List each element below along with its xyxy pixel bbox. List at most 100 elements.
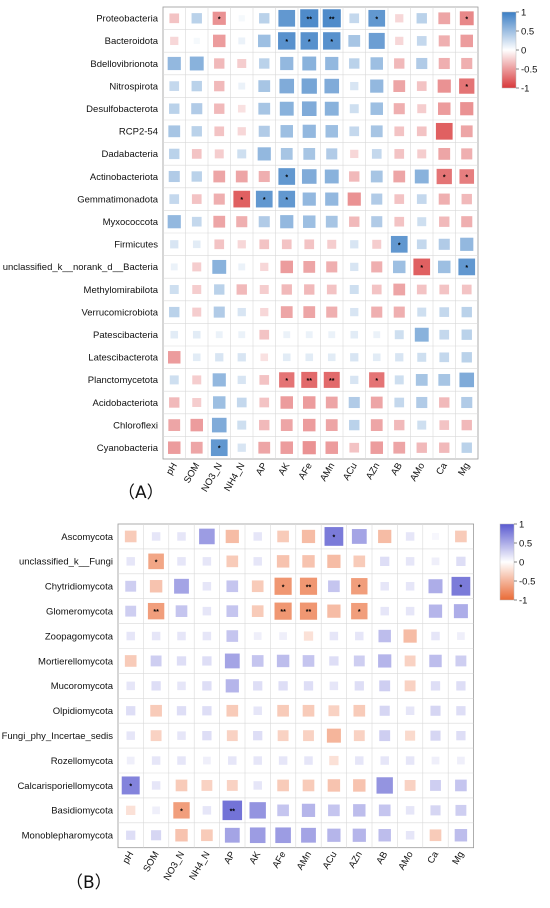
heatmap-cell <box>461 329 472 340</box>
heatmap-cell <box>177 557 186 566</box>
heatmap-cell <box>259 419 270 431</box>
heatmap-cell <box>417 217 427 227</box>
heatmap-cell <box>416 194 427 204</box>
heatmap-cell <box>325 192 339 206</box>
heatmap-cell <box>169 306 180 318</box>
significance-mark: * <box>129 783 132 790</box>
heatmap-cell <box>202 606 212 616</box>
heatmap-cell <box>259 285 269 294</box>
heatmap-cell <box>370 102 383 115</box>
heatmap-cell <box>203 756 211 765</box>
heatmap-cell <box>432 532 439 540</box>
heatmap-cell <box>169 285 179 294</box>
heatmap-cell <box>301 169 317 184</box>
heatmap-cell <box>455 655 467 667</box>
heatmap-cell <box>378 654 392 668</box>
heatmap-cell <box>304 284 315 295</box>
heatmap-cell <box>380 556 390 566</box>
heatmap-cell <box>371 306 383 318</box>
heatmap-cell <box>353 704 366 717</box>
heatmap-cell <box>215 331 223 339</box>
heatmap-cell <box>372 239 382 249</box>
heatmap-cell <box>349 419 360 431</box>
colorbar-tick-label: 1 <box>519 519 524 530</box>
heatmap-cell <box>378 529 392 544</box>
heatmap-cell <box>393 283 406 296</box>
heatmap-cell <box>438 148 451 160</box>
heatmap-cell <box>278 9 296 27</box>
significance-mark: * <box>460 584 463 591</box>
column-label: SOM <box>141 850 161 874</box>
heatmap-cell <box>236 397 247 408</box>
column-label: NH4_N <box>222 461 247 494</box>
heatmap-cell <box>431 756 440 765</box>
heatmap-cell <box>390 235 408 253</box>
heatmap-cell <box>238 82 246 90</box>
heatmap-cell <box>190 441 203 454</box>
heatmap-cell <box>350 353 359 362</box>
heatmap-cell <box>299 602 318 620</box>
heatmap-cell <box>379 680 391 692</box>
significance-mark: * <box>443 175 446 182</box>
heatmap-cell <box>457 632 465 640</box>
heatmap-cell <box>439 284 450 295</box>
heatmap-cell <box>238 331 246 339</box>
heatmap-cell <box>347 192 361 206</box>
row-label: Ascomycota <box>61 532 113 543</box>
heatmap-cell <box>370 79 384 93</box>
heatmap-cell <box>303 681 314 691</box>
heatmap-cell <box>353 779 366 792</box>
heatmap-cell <box>431 631 440 641</box>
column-label: AK <box>247 849 263 866</box>
heatmap-cell <box>430 705 441 716</box>
heatmap-cell <box>279 101 294 116</box>
heatmap-cell <box>212 11 226 25</box>
heatmap-cell <box>124 530 137 543</box>
heatmap-cell <box>192 307 202 317</box>
heatmap-cell <box>151 781 161 790</box>
heatmap-cell <box>237 149 247 159</box>
significance-mark: * <box>240 197 243 204</box>
heatmap-cell <box>169 397 180 408</box>
heatmap-cell <box>428 604 443 618</box>
heatmap-cell <box>278 168 296 185</box>
heatmap-cell <box>416 442 427 453</box>
heatmap-cell <box>349 216 360 227</box>
heatmap-cell <box>214 126 225 137</box>
heatmap-cell <box>353 730 365 742</box>
heatmap-cell <box>394 397 405 408</box>
column-label: Ca <box>434 460 450 477</box>
significance-mark: ** <box>329 16 335 23</box>
heatmap-cell <box>435 122 453 140</box>
heatmap-cell <box>213 170 226 183</box>
heatmap-cell <box>213 396 226 409</box>
heatmap-cell <box>302 555 315 568</box>
significance-mark: * <box>420 265 423 272</box>
heatmap-cell <box>151 532 161 541</box>
heatmap-cell <box>324 101 339 116</box>
row-label: Zoopagomycota <box>45 631 114 642</box>
heatmap-cell <box>324 169 339 184</box>
heatmap-cell <box>304 239 315 250</box>
heatmap-cell <box>461 57 473 70</box>
heatmap-cell <box>430 805 441 816</box>
heatmap-cell <box>281 284 292 295</box>
heatmap-cell <box>191 171 202 182</box>
heatmap-cell <box>438 35 450 47</box>
significance-mark: * <box>155 559 158 566</box>
heatmap-cell <box>461 148 473 160</box>
heatmap-cell <box>235 170 248 183</box>
heatmap-grid <box>117 523 475 849</box>
heatmap-cell <box>175 779 188 792</box>
heatmap-cell <box>214 284 225 295</box>
heatmap-cell <box>170 240 179 249</box>
heatmap-cell <box>371 284 382 295</box>
column-label: ACu <box>321 850 340 872</box>
heatmap-cell <box>175 829 188 842</box>
heatmap-cell <box>393 260 406 274</box>
heatmap-cell <box>416 36 427 46</box>
column-label: AFe <box>297 461 315 482</box>
heatmap-cell <box>169 148 180 160</box>
row-label: Desulfobacterota <box>86 104 159 115</box>
heatmap-cell <box>192 375 202 385</box>
